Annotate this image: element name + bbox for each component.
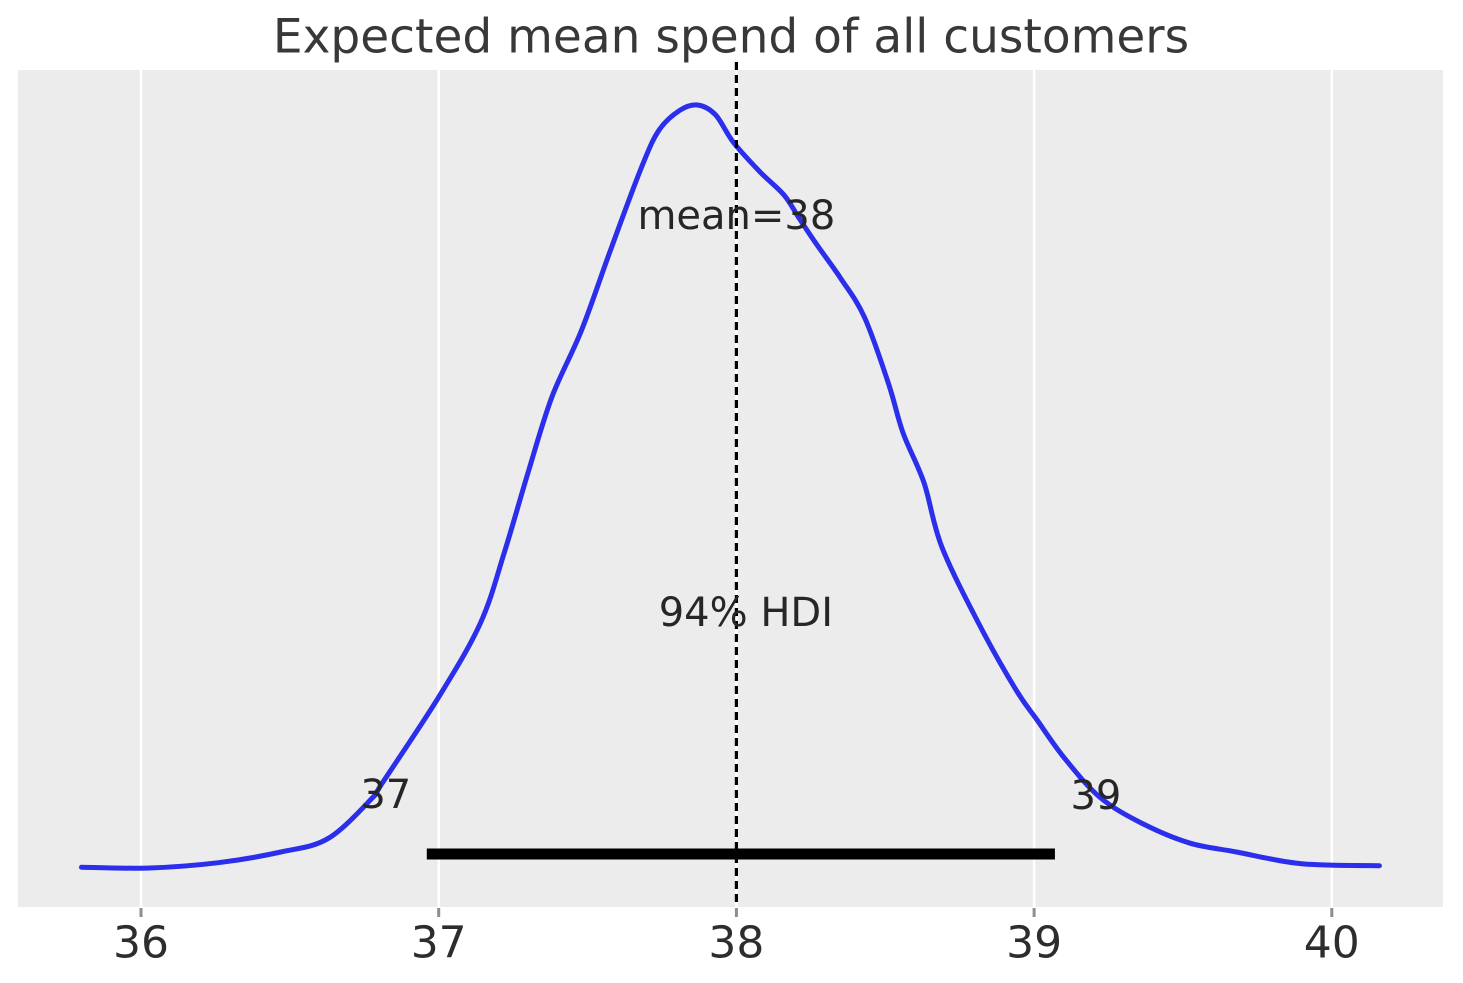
x-tick-label-36: 36 xyxy=(113,917,169,969)
x-tick-label-40: 40 xyxy=(1303,917,1360,969)
x-tick-label-37: 37 xyxy=(410,917,467,969)
hdi-prob-label: 94% HDI xyxy=(658,590,834,636)
kde-curve xyxy=(78,102,1382,871)
mean-annotation: mean=38 xyxy=(637,193,836,239)
plot-area xyxy=(18,70,1443,907)
hdi-upper-label: 39 xyxy=(1070,773,1122,819)
hdi-lower-label: 37 xyxy=(360,772,412,818)
x-tick-label-38: 38 xyxy=(708,917,765,969)
chart-title: Expected mean spend of all customers xyxy=(272,9,1190,65)
x-tick-label-39: 39 xyxy=(1006,917,1063,969)
